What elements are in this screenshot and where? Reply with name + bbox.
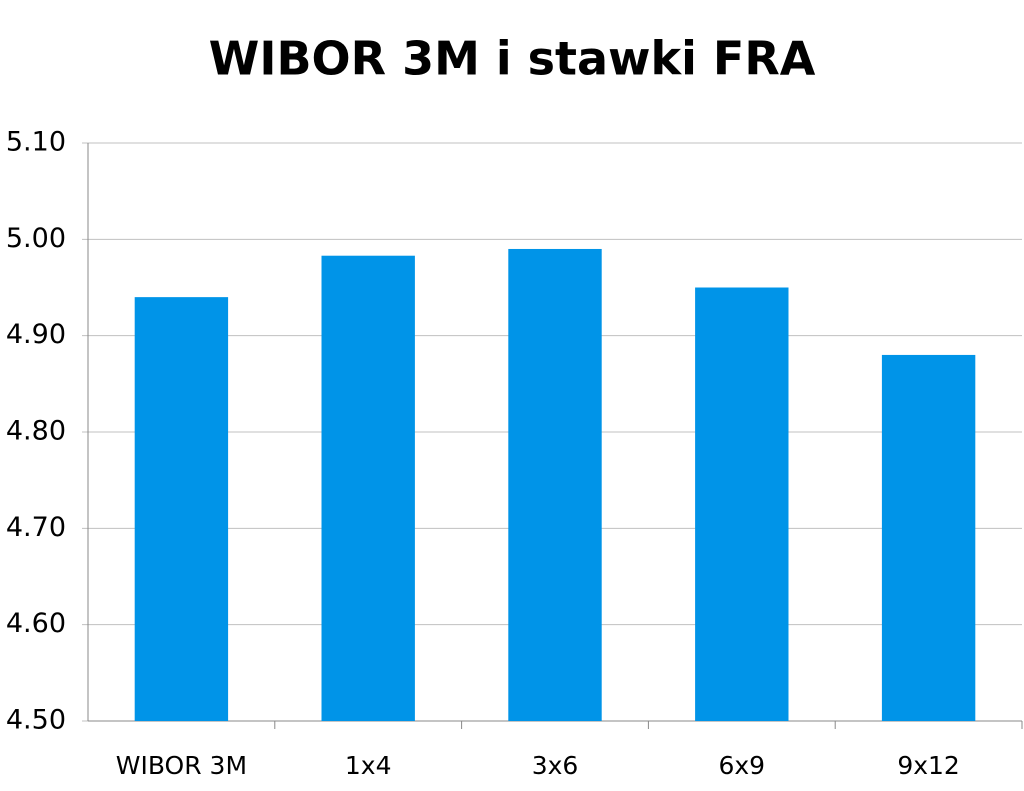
- y-tick-label: 4.60: [6, 608, 66, 639]
- bar: [134, 297, 229, 721]
- bar: [321, 255, 415, 721]
- y-tick-label: 4.80: [6, 416, 66, 447]
- y-tick-label: 4.70: [6, 512, 66, 543]
- bar: [881, 354, 976, 721]
- y-tick-label: 5.00: [6, 223, 66, 254]
- y-tick-label: 5.10: [6, 127, 66, 158]
- chart-title: WIBOR 3M i stawki FRA: [209, 32, 816, 86]
- y-tick-label: 4.90: [6, 319, 66, 350]
- x-tick-label: 9x12: [897, 751, 960, 780]
- bar: [695, 287, 789, 721]
- x-tick-label: 6x9: [718, 751, 765, 780]
- x-tick-label: WIBOR 3M: [116, 751, 247, 780]
- x-tick-label: 1x4: [345, 751, 392, 780]
- bar: [508, 248, 602, 721]
- x-tick-label: 3x6: [532, 751, 579, 780]
- y-tick-label: 4.50: [6, 705, 66, 736]
